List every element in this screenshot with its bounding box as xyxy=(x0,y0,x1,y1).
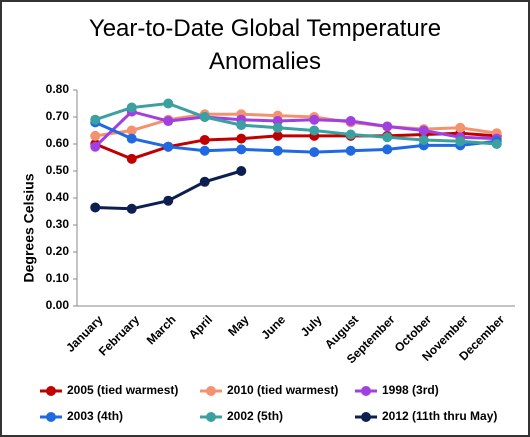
legend-label: 2003 (4th) xyxy=(67,409,123,423)
data-point xyxy=(455,122,466,133)
data-point xyxy=(236,166,247,176)
data-point xyxy=(199,112,210,122)
series-line xyxy=(94,131,497,161)
chart-title: Year-to-Date Global Temperature Anomalie… xyxy=(88,15,442,75)
data-point xyxy=(382,121,393,132)
data-point xyxy=(126,153,137,164)
legend-label: 2002 (5th) xyxy=(227,409,283,423)
y-tick-label: 0.60 xyxy=(46,136,70,150)
series-line xyxy=(94,121,497,154)
data-point xyxy=(382,144,393,155)
data-point xyxy=(126,125,137,136)
legend-label: 2010 (tied warmest) xyxy=(227,383,338,397)
data-point xyxy=(90,130,101,141)
legend-label: 1998 (3rd) xyxy=(382,383,439,397)
data-point xyxy=(199,145,210,156)
data-point xyxy=(272,145,283,156)
data-point xyxy=(455,136,466,147)
data-point xyxy=(345,145,356,156)
series-line xyxy=(94,109,497,148)
y-axis-label: Degrees Celsius xyxy=(21,173,37,282)
y-tick-label: 0.70 xyxy=(46,109,70,123)
series-line xyxy=(95,112,497,138)
legend-marker xyxy=(206,412,216,422)
data-point xyxy=(163,195,174,206)
data-point xyxy=(90,114,101,125)
data-point xyxy=(236,144,247,155)
data-point xyxy=(236,120,247,131)
y-tick-label: 0.30 xyxy=(46,217,70,231)
y-tick-label: 0.20 xyxy=(46,244,70,258)
legend-label: 2005 (tied warmest) xyxy=(67,383,178,397)
data-point xyxy=(163,141,174,152)
legend-marker xyxy=(361,412,371,422)
legend-label: 2012 (11th thru May) xyxy=(382,409,497,423)
data-point xyxy=(163,98,174,109)
data-point xyxy=(382,132,393,143)
legend-marker xyxy=(206,386,216,396)
legend-marker xyxy=(361,386,371,396)
series-line xyxy=(94,101,497,146)
legend-marker xyxy=(46,386,56,396)
data-point xyxy=(199,134,210,145)
data-point xyxy=(126,102,137,113)
data-point xyxy=(345,129,356,140)
legend-marker xyxy=(46,412,56,422)
data-point xyxy=(309,147,320,158)
data-point xyxy=(418,134,429,145)
data-point xyxy=(163,116,174,127)
data-point xyxy=(491,139,502,149)
y-tick-label: 0.10 xyxy=(46,271,70,285)
data-point xyxy=(418,125,429,136)
data-point xyxy=(90,202,101,213)
data-point xyxy=(90,141,101,152)
data-point xyxy=(272,130,283,141)
data-point xyxy=(272,122,283,133)
data-point xyxy=(309,125,320,136)
y-tick-label: 0.40 xyxy=(46,190,70,204)
data-point xyxy=(309,114,320,125)
y-tick-label: 0.80 xyxy=(46,82,70,96)
data-point xyxy=(199,176,210,187)
data-point xyxy=(126,203,137,214)
data-point xyxy=(345,116,356,127)
y-tick-label: 0.50 xyxy=(46,163,70,177)
data-point xyxy=(236,133,247,144)
y-tick-label: 0.00 xyxy=(46,298,70,312)
data-point xyxy=(126,133,137,144)
